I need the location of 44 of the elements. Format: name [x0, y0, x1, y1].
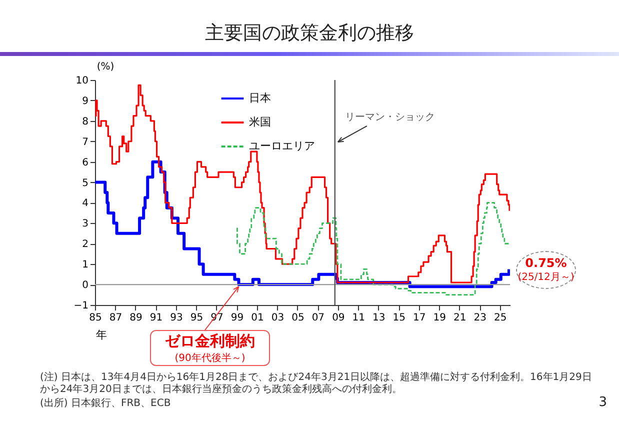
x-tick-label: 19: [433, 312, 446, 324]
y-tick-label: 6: [82, 157, 88, 168]
y-tick-label: 0: [82, 280, 88, 292]
y-tick-label: 10: [76, 76, 88, 86]
x-tick-label: 93: [170, 312, 183, 324]
x-tick-label: 03: [271, 312, 284, 324]
legend-label: 米国: [249, 116, 271, 128]
y-axis-title: (%): [96, 62, 114, 72]
x-axis-title: 年: [96, 328, 107, 342]
x-tick-label: 23: [474, 312, 486, 324]
x-tick-label: 89: [130, 312, 142, 324]
x-tick-label: 01: [251, 312, 264, 324]
x-tick-label: 91: [150, 312, 163, 324]
text: (出所) 日本銀行、FRB、ECB: [40, 398, 172, 410]
x-tick-label: 11: [352, 312, 366, 324]
y-tick-label: 2: [82, 239, 88, 250]
annotation: ゼロ金利制約 (90年代後半～): [151, 332, 269, 364]
x-tick-label: 09: [332, 312, 345, 324]
y-tick-label: 7: [82, 136, 88, 148]
x-tick-label: 25: [494, 312, 507, 324]
x-tick-label: 87: [109, 312, 122, 324]
x-tick-label: 07: [312, 312, 325, 324]
x-tick-label: 15: [392, 312, 406, 324]
x-tick-label: 05: [292, 312, 304, 324]
text: 3: [598, 395, 607, 410]
x-tick-label: 17: [413, 312, 426, 324]
chart-title: 主要国の政策金利の推移: [204, 21, 415, 46]
y-tick-label: −1: [74, 300, 88, 312]
text: (注) 日本は、13年4月4日から16年1月28日まで、および24年3月21日以降は、超過準備に対する付利金利。16年1月29日から24年3月20日までは、日本銀行当座預金のうち政策金利残高への付利金利。: [40, 372, 593, 396]
x-tick-label: 13: [372, 312, 386, 324]
y-tick-label: 4: [82, 198, 88, 210]
x-tick-label: 85: [89, 312, 102, 324]
ref-line-label: リーマン・ショック: [344, 111, 435, 124]
y-tick-label: 5: [82, 178, 88, 189]
y-tick-label: 3: [82, 218, 88, 230]
y-tick-label: 9: [82, 96, 88, 107]
x-tick-label: 21: [454, 312, 466, 324]
legend-label: 日本: [249, 92, 271, 104]
x-tick-label: 95: [190, 312, 204, 324]
legend-label: ユーロエリア: [249, 140, 315, 152]
annotation: 0.75% (25/12月～): [517, 256, 575, 284]
y-tick-label: 1: [82, 260, 88, 271]
x-tick-label: 99: [230, 312, 244, 324]
y-tick-label: 8: [82, 116, 88, 128]
